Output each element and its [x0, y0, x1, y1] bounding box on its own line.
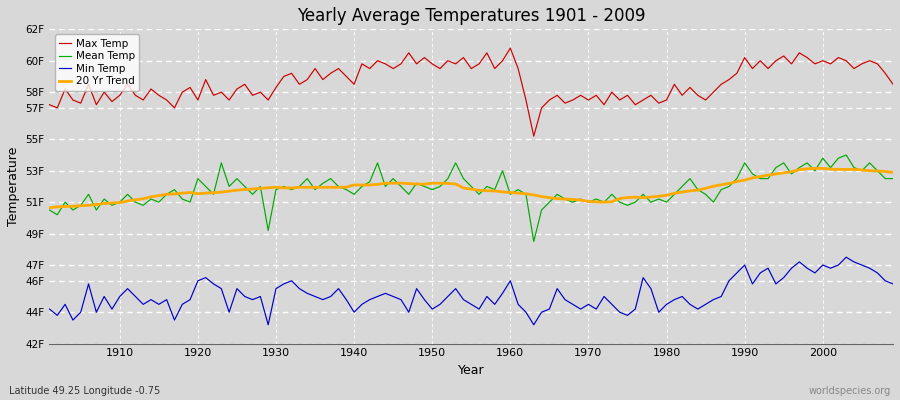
Min Temp — [607, 302, 617, 307]
Max Temp — [497, 58, 508, 63]
20 Yr Trend — [505, 190, 516, 195]
Min Temp — [513, 302, 524, 307]
Min Temp — [106, 307, 117, 312]
20 Yr Trend — [44, 205, 55, 210]
Max Temp — [44, 102, 55, 107]
Line: Mean Temp: Mean Temp — [50, 155, 893, 242]
Text: Latitude 49.25 Longitude -0.75: Latitude 49.25 Longitude -0.75 — [9, 386, 160, 396]
Text: worldspecies.org: worldspecies.org — [809, 386, 891, 396]
Mean Temp — [278, 184, 289, 189]
Mean Temp — [44, 208, 55, 212]
Max Temp — [513, 66, 524, 71]
Mean Temp — [106, 203, 117, 208]
20 Yr Trend — [325, 185, 336, 190]
Title: Yearly Average Temperatures 1901 - 2009: Yearly Average Temperatures 1901 - 2009 — [297, 7, 645, 25]
Max Temp — [278, 74, 289, 79]
Mean Temp — [325, 176, 336, 181]
Max Temp — [106, 99, 117, 104]
20 Yr Trend — [497, 190, 508, 194]
20 Yr Trend — [887, 170, 898, 175]
Min Temp — [263, 322, 274, 327]
Line: 20 Yr Trend: 20 Yr Trend — [50, 168, 893, 208]
Mean Temp — [887, 176, 898, 181]
Min Temp — [887, 282, 898, 286]
Mean Temp — [607, 192, 617, 197]
Legend: Max Temp, Mean Temp, Min Temp, 20 Yr Trend: Max Temp, Mean Temp, Min Temp, 20 Yr Tre… — [55, 34, 139, 91]
Max Temp — [325, 71, 336, 76]
20 Yr Trend — [278, 186, 289, 190]
Max Temp — [528, 134, 539, 138]
Max Temp — [887, 82, 898, 87]
Line: Min Temp: Min Temp — [50, 257, 893, 325]
Y-axis label: Temperature: Temperature — [7, 147, 20, 226]
Mean Temp — [497, 168, 508, 173]
Max Temp — [505, 46, 516, 50]
Min Temp — [286, 278, 297, 283]
Min Temp — [44, 307, 55, 312]
X-axis label: Year: Year — [458, 364, 484, 377]
20 Yr Trend — [598, 200, 609, 204]
Min Temp — [505, 278, 516, 283]
Mean Temp — [841, 153, 851, 158]
Line: Max Temp: Max Temp — [50, 48, 893, 136]
Max Temp — [615, 98, 626, 102]
Min Temp — [841, 255, 851, 260]
Mean Temp — [505, 192, 516, 197]
Mean Temp — [528, 239, 539, 244]
20 Yr Trend — [106, 200, 117, 205]
Min Temp — [333, 286, 344, 291]
20 Yr Trend — [809, 166, 820, 171]
